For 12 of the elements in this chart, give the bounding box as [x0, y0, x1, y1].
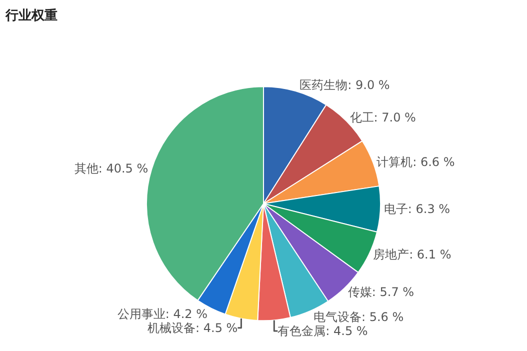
slice-label: 电气设备: 5.6 % [313, 310, 404, 324]
slice-label: 其他: 40.5 % [74, 162, 148, 176]
slice-label: 公用事业: 4.2 % [117, 306, 208, 321]
slice-label: 医药生物: 9.0 % [300, 78, 390, 92]
slice-label: 有色金属: 4.5 % [278, 324, 368, 338]
slice-label: 化工: 7.0 % [350, 110, 416, 124]
chart-title: 行业权重 [4, 8, 58, 24]
slice-label: 计算机: 6.6 % [376, 154, 455, 169]
slice-label: 机械设备: 4.5 % [148, 320, 238, 335]
slice-label: 房地产: 6.1 % [373, 247, 452, 262]
slice-label: 传媒: 5.7 % [348, 284, 414, 299]
slice-label: 电子: 6.3 % [384, 202, 450, 216]
